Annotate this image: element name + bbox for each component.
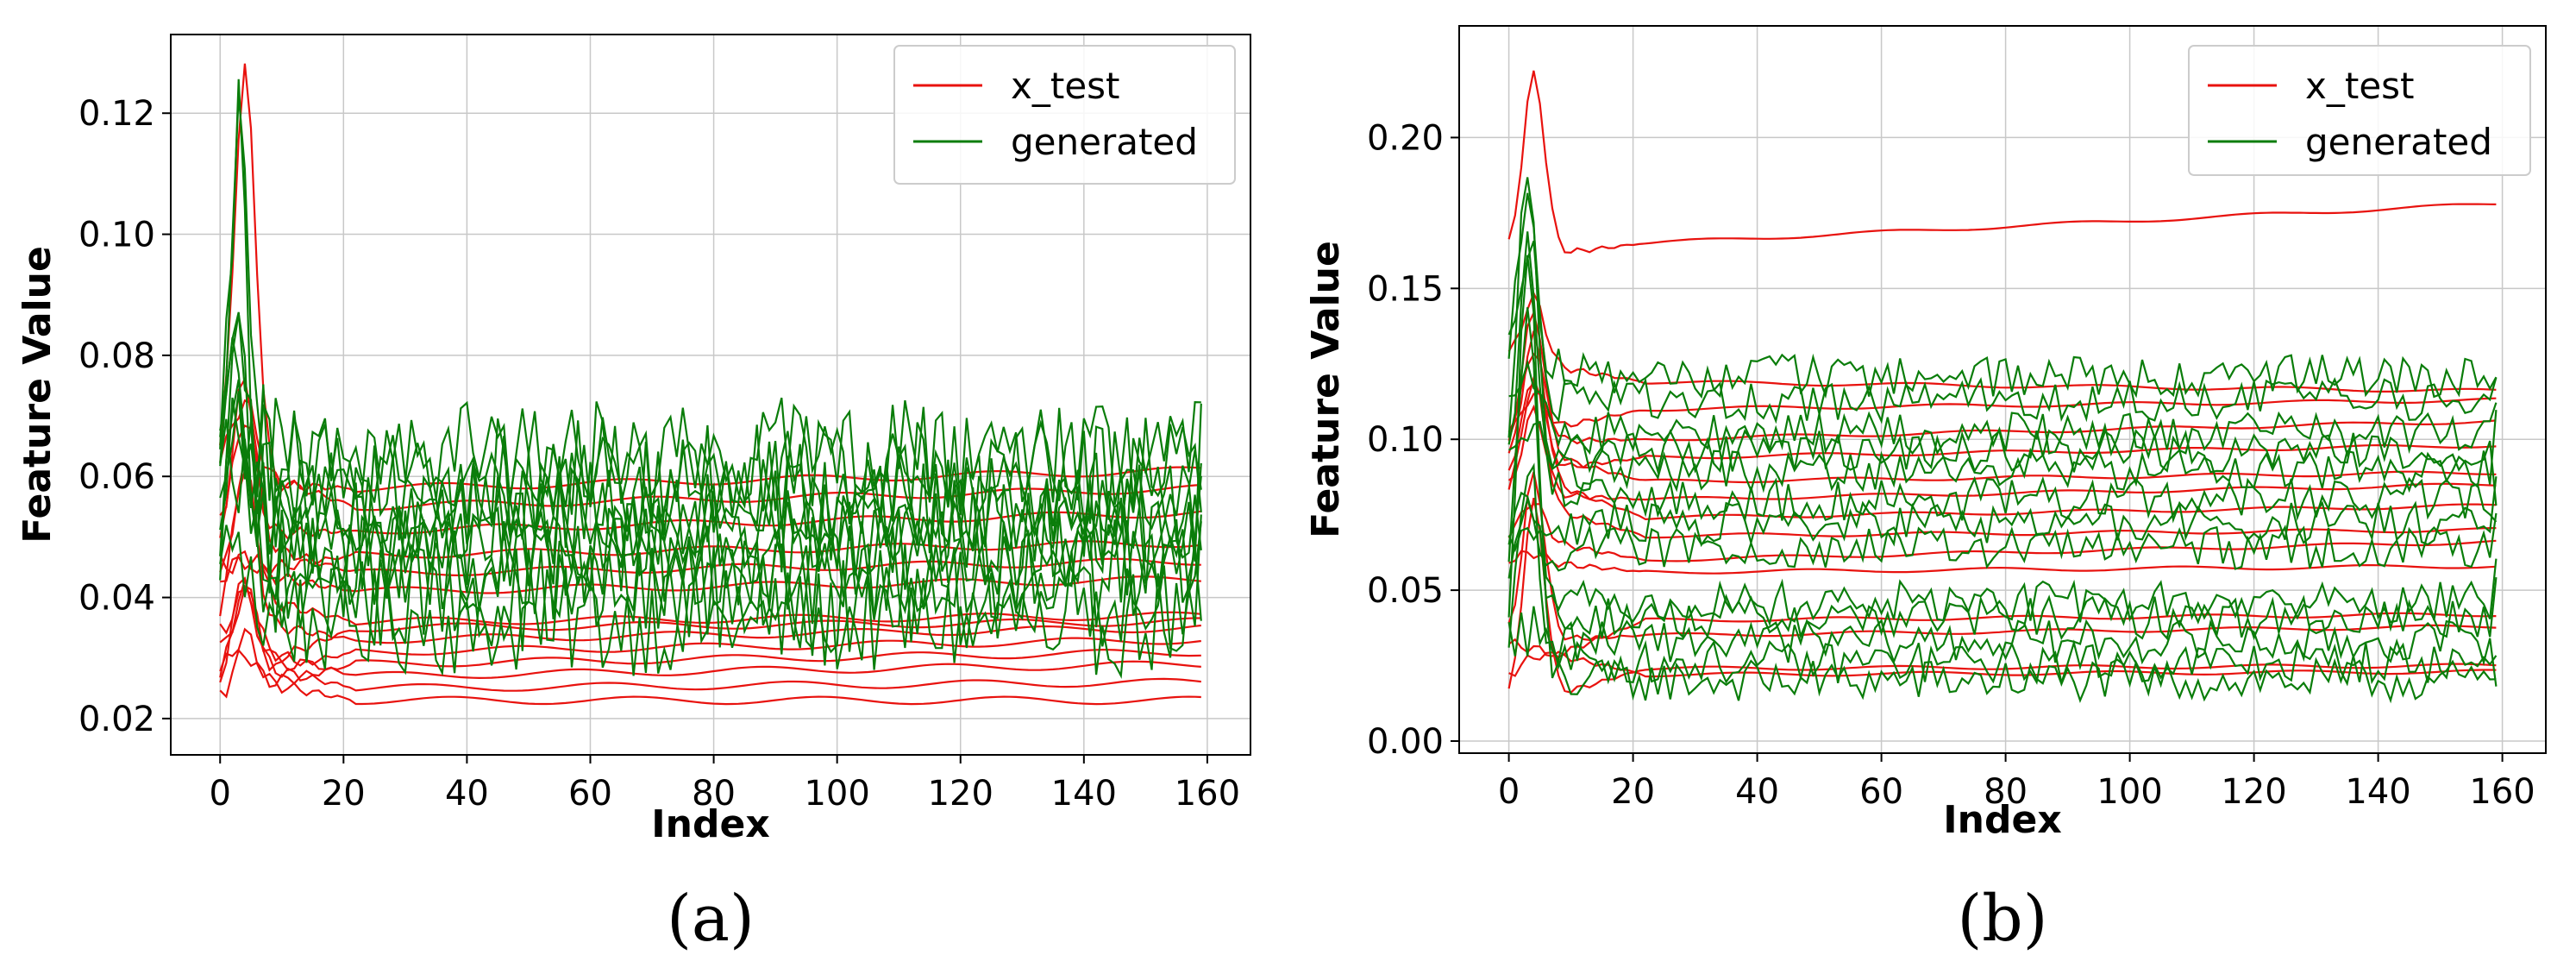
x-test-line — [219, 648, 1201, 699]
x-tick-label: 160 — [2469, 772, 2535, 812]
caption-b: (b) — [1957, 882, 2047, 956]
x-axis-label: Index — [1943, 798, 2061, 842]
x-tick-label: 60 — [1859, 772, 1903, 812]
generated-series-group — [219, 79, 1202, 680]
legend-x-test-label: x_test — [1011, 65, 1120, 107]
grid-lines — [171, 35, 1250, 755]
x-tick-label: 100 — [2097, 772, 2162, 812]
generated-line — [1507, 307, 2498, 641]
y-tick-label: 0.04 — [78, 579, 155, 619]
y-axis-label: Feature Value — [1304, 241, 1348, 538]
generated-line — [1507, 495, 2498, 627]
x-tick-label: 140 — [2345, 772, 2410, 812]
x-tick-label: 0 — [1498, 772, 1520, 812]
x-test-line — [219, 576, 1201, 692]
x-test-line — [219, 457, 1201, 626]
y-tick-label: 0.12 — [78, 94, 155, 134]
plot-frame — [170, 34, 1251, 756]
x-axis-label: Index — [651, 802, 769, 846]
x-tick-label: 20 — [1611, 772, 1655, 812]
y-tick-label: 0.10 — [78, 216, 155, 255]
generated-line — [1507, 254, 2497, 704]
axis-ticks: 0 20 40 60 80 100 120 140 160 0.00 0.05 0.10 0.15 0.2… — [1367, 118, 2535, 812]
y-tick-label: 0.00 — [1367, 722, 1444, 762]
legend-x-test-label: x_test — [2305, 65, 2415, 107]
x-test-line — [1507, 291, 2497, 393]
y-axis-label: Feature Value — [16, 246, 60, 544]
x-tick-label: 120 — [2221, 772, 2286, 812]
generated-line — [219, 384, 1201, 509]
generated-line — [219, 521, 1202, 680]
chart-panel-a: 0 20 40 60 80 100 120 140 160 0.02 0.04 0.06 0.08 0.1… — [16, 34, 1251, 956]
x-test-line — [219, 576, 1201, 680]
generated-line — [1507, 177, 2498, 493]
x-test-line — [1507, 392, 2497, 438]
y-tick-label: 0.10 — [1367, 420, 1444, 460]
y-tick-label: 0.15 — [1367, 269, 1444, 309]
generated-line — [1507, 231, 2498, 525]
x-tick-label: 140 — [1051, 774, 1117, 814]
x-test-line — [1507, 374, 2497, 539]
x-tick-label: 100 — [804, 774, 869, 814]
caption-a: (a) — [667, 882, 755, 956]
x-test-line — [219, 627, 1201, 706]
x-test-line — [1507, 310, 2497, 484]
plot-frame — [1458, 25, 2547, 754]
generated-line — [1508, 358, 2498, 457]
generated-line — [219, 379, 1202, 610]
legend-generated-label: generated — [1011, 121, 1198, 163]
generated-line — [219, 418, 1202, 562]
legend: x_test generated — [893, 45, 1236, 185]
x-tick-label: 160 — [1175, 774, 1240, 814]
x-test-line — [1507, 497, 2497, 694]
generated-series-group — [1507, 177, 2498, 704]
x-tick-label: 80 — [1984, 772, 2028, 812]
x-test-line — [219, 584, 1201, 678]
y-tick-label: 0.20 — [1367, 118, 1444, 158]
generated-line — [1507, 476, 2498, 553]
y-tick-label: 0.06 — [78, 457, 155, 497]
generated-line — [219, 336, 1202, 621]
x-tick-label: 120 — [928, 774, 993, 814]
generated-line — [1507, 606, 2498, 687]
x-test-line — [1507, 471, 2497, 642]
x-tick-label: 40 — [1735, 772, 1779, 812]
legend-box — [893, 45, 1236, 185]
axis-ticks: 0 20 40 60 80 100 120 140 160 0.02 0.04 0.06 0.08 0.1… — [78, 94, 1240, 814]
x-tick-label: 0 — [210, 774, 231, 814]
y-tick-label: 0.08 — [78, 336, 155, 376]
y-tick-label: 0.05 — [1367, 571, 1444, 611]
x-test-line — [1507, 70, 2497, 254]
generated-line — [1508, 420, 2498, 506]
x-test-line — [219, 468, 1201, 644]
x-test-line — [219, 588, 1201, 683]
legend: x_test generated — [2188, 45, 2531, 176]
x-tick-label: 20 — [322, 774, 366, 814]
generated-line — [1507, 491, 2498, 572]
generated-line — [1507, 192, 2498, 424]
chart-panel-b: 0 20 40 60 80 100 120 140 160 0.00 0.05 0.10 0.15 0.2… — [1304, 25, 2547, 956]
x-test-line — [1507, 352, 2497, 445]
y-tick-label: 0.02 — [78, 700, 155, 739]
x-test-line — [1508, 550, 2497, 575]
x-tick-label: 40 — [445, 774, 489, 814]
generated-line — [1507, 240, 2498, 399]
x-tick-label: 80 — [692, 774, 736, 814]
legend-generated-label: generated — [2305, 121, 2492, 163]
x-tick-label: 60 — [568, 774, 612, 814]
